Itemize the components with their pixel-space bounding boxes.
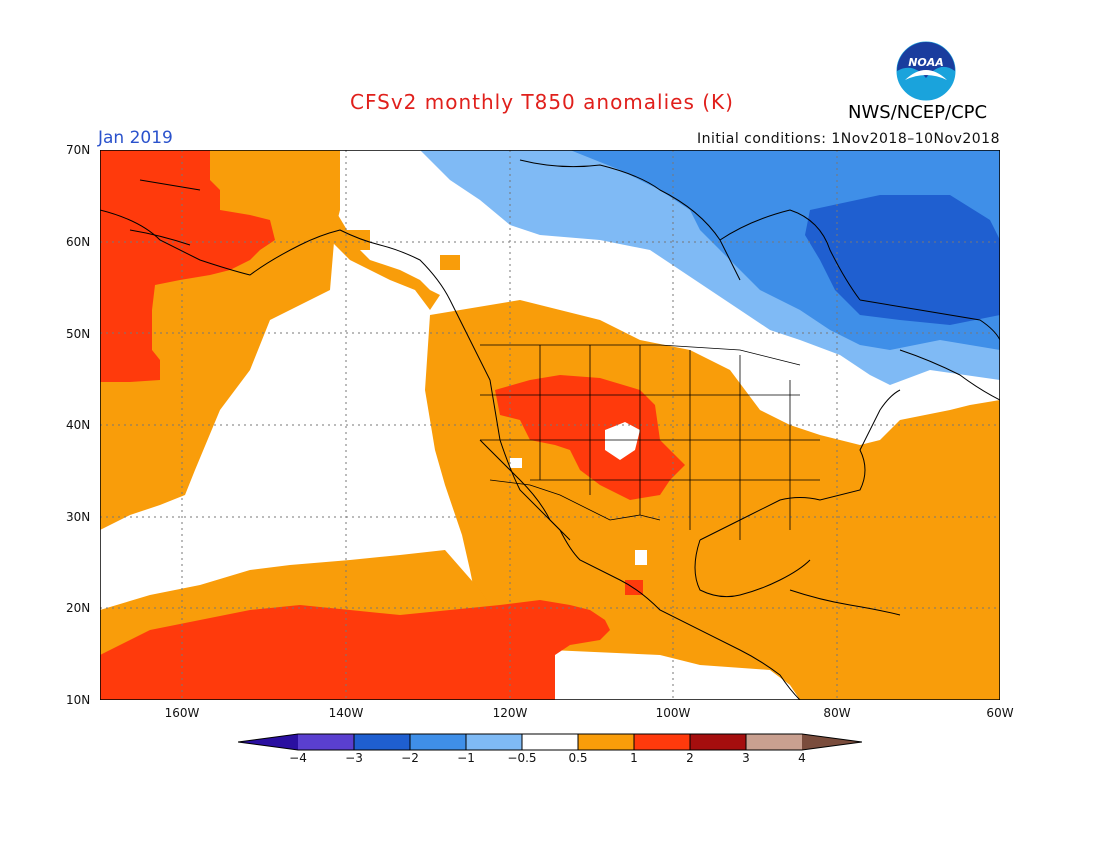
- colorbar-label: 1: [630, 751, 638, 765]
- colorbar: [238, 733, 862, 751]
- map-title: CFSv2 monthly T850 anomalies (K): [350, 90, 734, 114]
- noaa-logo: NOAA: [895, 40, 957, 102]
- colorbar-bin: [746, 734, 802, 750]
- lat-label-50n: 50N: [66, 327, 91, 341]
- lon-label-140w: 140W: [328, 706, 364, 720]
- lat-label-30n: 30N: [66, 510, 91, 524]
- colorbar-bin: [690, 734, 746, 750]
- agency-label: NWS/NCEP/CPC: [848, 102, 988, 123]
- colorbar-bin: [634, 734, 690, 750]
- forecast-period: Jan 2019: [98, 128, 173, 148]
- colorbar-label: 4: [798, 751, 806, 765]
- coldest-anomaly-region: [805, 195, 1000, 325]
- lat-label-70n: 70N: [66, 143, 91, 157]
- anomaly-map: [100, 150, 1000, 700]
- colorbar-label: −4: [289, 751, 307, 765]
- colorbar-label: −3: [345, 751, 363, 765]
- colorbar-arrow-low: [238, 734, 298, 750]
- colorbar-bin: [522, 734, 578, 750]
- graticule: [100, 150, 1000, 700]
- lat-label-20n: 20N: [66, 601, 91, 615]
- political-borders: [480, 344, 820, 540]
- lon-label-80w: 80W: [823, 706, 851, 720]
- coastlines: [100, 159, 1000, 700]
- colorbar-bin: [354, 734, 410, 750]
- lat-label-10n: 10N: [66, 693, 91, 707]
- colorbar-bin: [298, 734, 354, 750]
- neutral-pockets: [510, 422, 647, 565]
- lat-label-40n: 40N: [66, 418, 91, 432]
- colorbar-label: −2: [401, 751, 419, 765]
- lon-label-160w: 160W: [164, 706, 200, 720]
- initial-conditions: Initial conditions: 1Nov2018–10Nov2018: [696, 131, 1000, 147]
- colorbar-label: −1: [457, 751, 475, 765]
- lon-label-60w: 60W: [986, 706, 1014, 720]
- colorbar-bin: [578, 734, 634, 750]
- colorbar-bin: [466, 734, 522, 750]
- colorbar-label: −0.5: [507, 751, 537, 765]
- colorbar-bin: [410, 734, 466, 750]
- colorbar-label: 0.5: [568, 751, 588, 765]
- colorbar-label: 3: [742, 751, 750, 765]
- lon-label-100w: 100W: [655, 706, 691, 720]
- colorbar-arrow-high: [802, 734, 862, 750]
- lon-label-120w: 120W: [492, 706, 528, 720]
- logo-text: NOAA: [908, 56, 944, 69]
- colorbar-label: 2: [686, 751, 694, 765]
- lat-label-60n: 60N: [66, 235, 91, 249]
- strong-warm-anomaly-regions: [100, 150, 685, 700]
